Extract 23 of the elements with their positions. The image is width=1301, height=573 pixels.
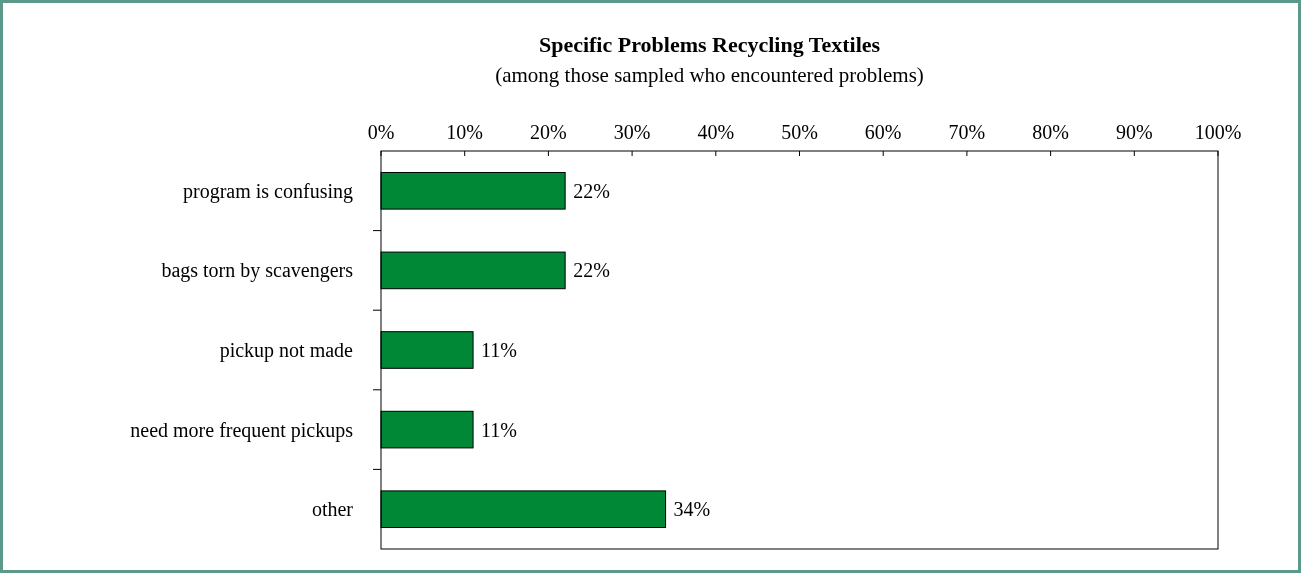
x-tick-label: 40% xyxy=(697,121,735,143)
x-tick-label: 50% xyxy=(781,121,818,143)
data-label: 22% xyxy=(573,179,610,202)
y-tick-label: need more frequent pickups xyxy=(130,418,354,442)
x-tick-label: 70% xyxy=(948,121,986,143)
y-tick-label: program is confusing xyxy=(183,179,353,203)
chart-subtitle: (among those sampled who encountered problems) xyxy=(495,63,924,87)
x-tick-label: 20% xyxy=(530,121,567,143)
x-tick-label: 90% xyxy=(1115,121,1153,143)
x-tick-label: 80% xyxy=(1032,121,1069,143)
x-tick-label: 100% xyxy=(1194,121,1242,143)
y-tick-label: other xyxy=(311,498,354,521)
data-label: 11% xyxy=(481,418,517,441)
x-tick-label: 30% xyxy=(613,121,651,143)
data-label: 11% xyxy=(481,339,517,361)
x-tick-label: 10% xyxy=(446,121,484,143)
y-tick-label: bags torn by scavengers xyxy=(161,259,354,283)
y-tick-label: pickup not made xyxy=(219,339,354,362)
x-tick-label: 0% xyxy=(367,121,395,143)
data-label: 34% xyxy=(673,498,711,521)
data-label: 22% xyxy=(573,259,610,282)
chart-title: Specific Problems Recycling Textiles xyxy=(538,32,881,57)
x-tick-label: 60% xyxy=(864,121,902,143)
